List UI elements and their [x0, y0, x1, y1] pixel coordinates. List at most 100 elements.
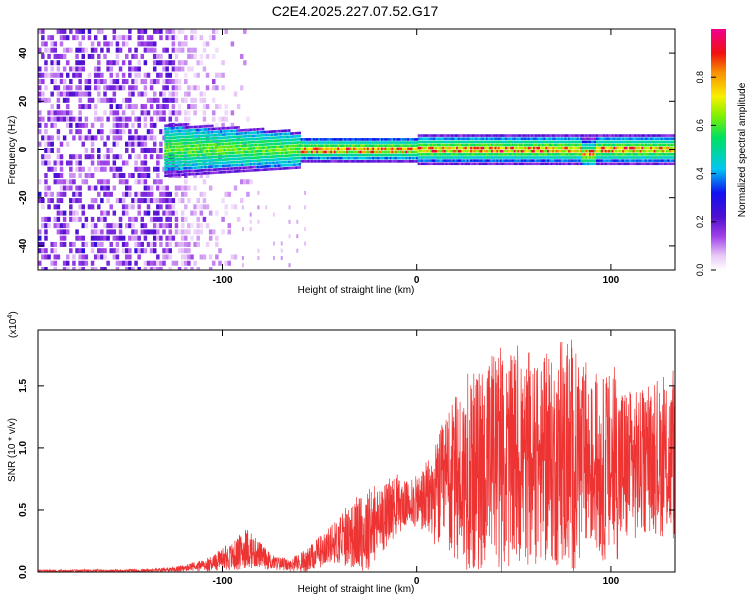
heatmap-cell — [75, 60, 79, 66]
heatmap-cell — [242, 147, 246, 151]
heatmap-cell — [561, 137, 564, 140]
heatmap-cell — [664, 159, 667, 162]
heatmap-cell — [410, 141, 413, 144]
heatmap-cell — [564, 146, 567, 150]
heatmap-cell — [424, 146, 427, 150]
heatmap-cell — [44, 185, 48, 191]
heatmap-cell — [295, 163, 298, 166]
heatmap-cell — [487, 162, 490, 166]
heatmap-cell — [146, 147, 151, 153]
heatmap-cell — [547, 134, 550, 137]
heatmap-cell — [69, 166, 73, 172]
heatmap-cell — [555, 140, 558, 144]
heatmap-cell — [192, 147, 195, 151]
heatmap-cell — [78, 154, 82, 160]
heatmap-cell — [387, 156, 391, 160]
heatmap-cell — [69, 91, 73, 97]
heatmap-cell — [305, 147, 309, 151]
heatmap-cell — [227, 154, 230, 158]
heatmap-cell — [470, 140, 473, 144]
heatmap-cell — [527, 140, 530, 144]
heatmap-cell — [253, 143, 256, 147]
heatmap-cell — [513, 146, 517, 150]
heatmap-cell — [72, 216, 76, 222]
heatmap-cell — [433, 143, 436, 147]
heatmap-cell — [665, 153, 669, 156]
heatmap-cell — [311, 138, 314, 141]
heatmap-cell — [251, 165, 254, 169]
heatmap-cell — [156, 60, 160, 66]
heatmap-cell — [125, 35, 129, 41]
heatmap-cell — [429, 143, 433, 147]
heatmap-cell — [265, 143, 268, 146]
heatmap-cell — [658, 159, 662, 162]
heatmap-cell — [567, 134, 571, 137]
heatmap-cell — [473, 156, 476, 159]
heatmap-cell — [274, 136, 277, 139]
snr-x-tick-label: 0 — [414, 576, 420, 587]
heatmap-cell — [491, 156, 494, 159]
heatmap-cell — [62, 229, 67, 235]
heatmap-cell — [216, 136, 219, 140]
heatmap-cell — [242, 128, 246, 132]
heatmap-cell — [241, 135, 244, 138]
heatmap-cell — [41, 35, 45, 41]
heatmap-cell — [464, 159, 468, 162]
heatmap-cell — [125, 191, 129, 197]
heatmap-cell — [53, 173, 58, 179]
heatmap-cell — [146, 191, 151, 197]
heatmap-cell — [620, 156, 623, 159]
heatmap-cell — [353, 156, 356, 160]
heatmap-cell — [337, 160, 340, 163]
heatmap-cell — [216, 127, 219, 130]
heatmap-cell — [311, 147, 314, 151]
heatmap-cell — [363, 144, 366, 147]
heatmap-cell — [100, 241, 104, 247]
heatmap-cell — [179, 154, 183, 158]
heatmap-cell — [97, 129, 101, 135]
heatmap-cell — [531, 143, 534, 147]
heatmap-cell — [571, 134, 574, 137]
heatmap-cell — [671, 162, 674, 166]
heatmap-cell — [573, 134, 576, 137]
heatmap-cell — [168, 248, 173, 254]
heatmap-cell — [97, 229, 101, 235]
heatmap-cell — [112, 185, 117, 191]
heatmap-cell — [140, 191, 145, 197]
heatmap-cell — [492, 156, 496, 159]
heatmap-cell — [475, 137, 478, 140]
heatmap-cell — [445, 143, 448, 147]
heatmap-cell — [400, 150, 403, 154]
heatmap-cell — [267, 139, 270, 143]
heatmap-cell — [172, 126, 176, 130]
heatmap-cell — [354, 144, 357, 147]
heatmap-cell — [152, 47, 157, 53]
heatmap-cell — [196, 216, 200, 222]
heatmap-cell — [38, 85, 42, 91]
heatmap-cell — [580, 159, 583, 162]
heatmap-cell — [468, 159, 471, 162]
heatmap-cell — [496, 149, 499, 153]
heatmap-cell — [255, 143, 258, 147]
heatmap-cell — [435, 156, 438, 159]
heatmap-cell — [484, 146, 487, 150]
heatmap-cell — [239, 151, 242, 154]
heatmap-cell — [457, 146, 461, 150]
heatmap-cell — [272, 152, 275, 155]
heatmap-cell — [578, 146, 581, 150]
heatmap-cell — [471, 159, 475, 162]
heatmap-cell — [307, 156, 310, 160]
heatmap-cell — [508, 149, 511, 153]
heatmap-cell — [270, 142, 274, 146]
heatmap-cell — [284, 163, 288, 167]
heatmap-cell — [190, 169, 193, 173]
heatmap-cell — [480, 162, 483, 166]
heatmap-cell — [221, 158, 225, 161]
heatmap-cell — [548, 159, 551, 162]
heatmap-cell — [608, 162, 611, 166]
heatmap-cell — [671, 159, 674, 162]
heatmap-cell — [260, 149, 263, 153]
heatmap-cell — [196, 198, 200, 204]
heatmap-cell — [186, 144, 190, 148]
heatmap-cell — [503, 146, 506, 150]
